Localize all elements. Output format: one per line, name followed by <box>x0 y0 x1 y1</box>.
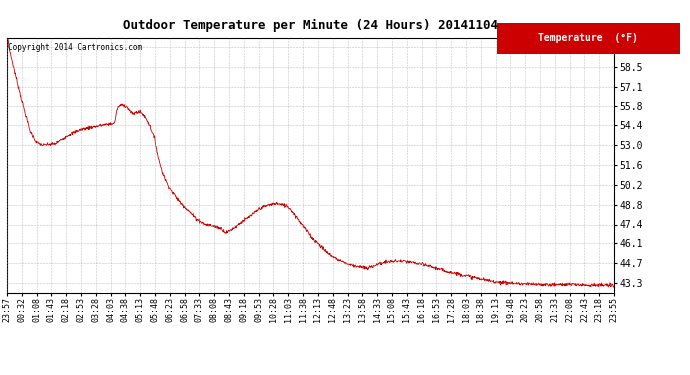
Text: Temperature  (°F): Temperature (°F) <box>538 33 638 44</box>
Text: Copyright 2014 Cartronics.com: Copyright 2014 Cartronics.com <box>8 43 141 52</box>
Text: Outdoor Temperature per Minute (24 Hours) 20141104: Outdoor Temperature per Minute (24 Hours… <box>123 19 498 32</box>
